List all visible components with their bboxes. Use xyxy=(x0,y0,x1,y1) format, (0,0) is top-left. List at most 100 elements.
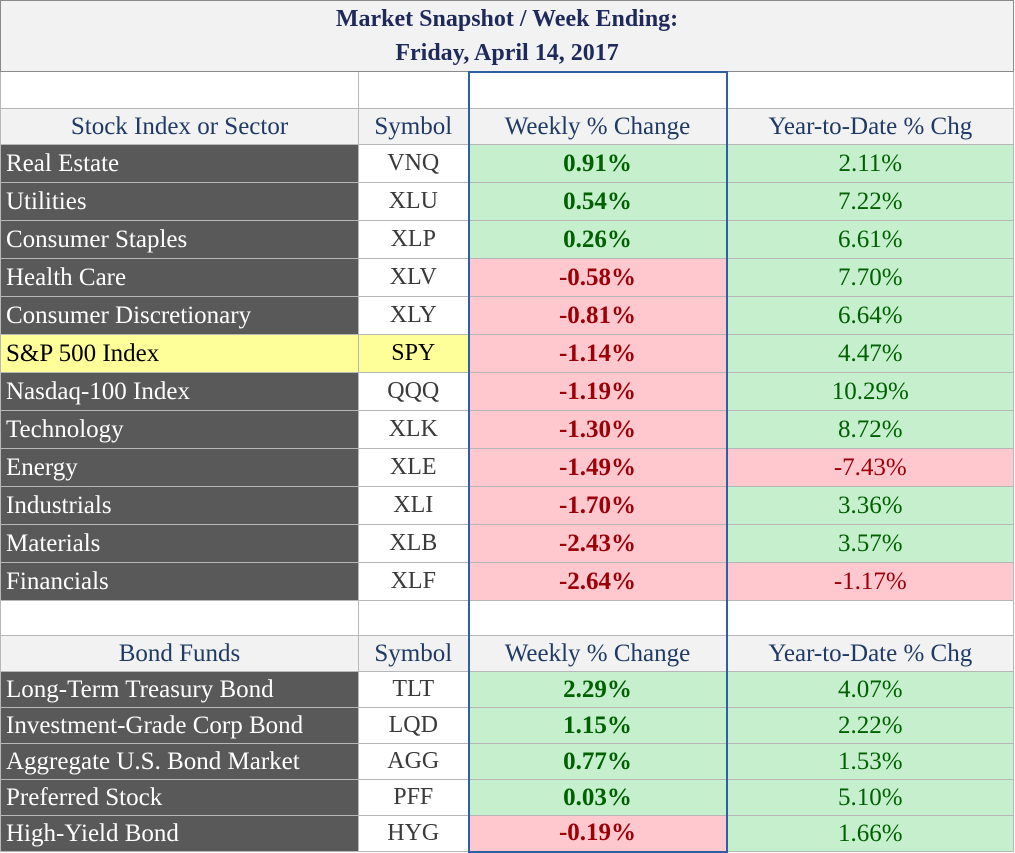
row-symbol: QQQ xyxy=(358,372,469,411)
row-weekly-change: -2.64% xyxy=(467,562,728,601)
table-row: Consumer Discretionary XLY -0.81% 6.64% xyxy=(0,296,1015,335)
empty-cell xyxy=(725,600,1015,636)
row-weekly-change: -0.81% xyxy=(467,296,728,335)
table-row: Materials XLB -2.43% 3.57% xyxy=(0,524,1015,563)
table-row: High-Yield Bond HYG -0.19% 1.66% xyxy=(0,815,1015,853)
row-ytd-change: 8.72% xyxy=(725,410,1015,449)
row-symbol: XLU xyxy=(358,182,469,221)
row-symbol: TLT xyxy=(358,671,469,708)
row-name: Energy xyxy=(0,448,359,487)
row-ytd-change: 6.61% xyxy=(725,220,1015,259)
row-name: Consumer Discretionary xyxy=(0,296,359,335)
row-name: Long-Term Treasury Bond xyxy=(0,671,359,708)
table-row: Health Care XLV -0.58% 7.70% xyxy=(0,258,1015,297)
row-ytd-change: 5.10% xyxy=(725,779,1015,816)
row-name: Aggregate U.S. Bond Market xyxy=(0,743,359,780)
table-row: Financials XLF -2.64% -1.17% xyxy=(0,562,1015,601)
table-row: Real Estate VNQ 0.91% 2.11% xyxy=(0,144,1015,183)
row-weekly-change: -0.19% xyxy=(467,815,728,853)
row-weekly-change: -1.19% xyxy=(467,372,728,411)
bond-header-row: Bond Funds Symbol Weekly % Change Year-t… xyxy=(0,635,1015,672)
row-weekly-change: 1.15% xyxy=(467,707,728,744)
row-ytd-change: 2.11% xyxy=(725,144,1015,183)
row-symbol: LQD xyxy=(358,707,469,744)
row-name: Industrials xyxy=(0,486,359,525)
row-weekly-change: -1.14% xyxy=(467,334,728,373)
row-weekly-change: 0.91% xyxy=(467,144,728,183)
row-ytd-change: 7.22% xyxy=(725,182,1015,221)
row-weekly-change: 2.29% xyxy=(467,671,728,708)
blank-row xyxy=(0,600,1015,636)
column-header-name: Stock Index or Sector xyxy=(0,108,359,145)
row-symbol: VNQ xyxy=(358,144,469,183)
row-ytd-change: 1.66% xyxy=(725,815,1015,852)
row-ytd-change: 4.47% xyxy=(725,334,1015,373)
column-header-weekly: Weekly % Change xyxy=(467,635,728,672)
row-ytd-change: 1.53% xyxy=(725,743,1015,780)
table-row: Consumer Staples XLP 0.26% 6.61% xyxy=(0,220,1015,259)
row-name: Real Estate xyxy=(0,144,359,183)
row-symbol: AGG xyxy=(358,743,469,780)
row-weekly-change: -0.58% xyxy=(467,258,728,297)
row-name: Financials xyxy=(0,562,359,601)
row-weekly-change: -1.49% xyxy=(467,448,728,487)
row-weekly-change: 0.03% xyxy=(467,779,728,816)
row-weekly-change: 0.26% xyxy=(467,220,728,259)
empty-cell xyxy=(467,70,728,109)
table-row: Industrials XLI -1.70% 3.36% xyxy=(0,486,1015,525)
row-ytd-change: 6.64% xyxy=(725,296,1015,335)
blank-row xyxy=(0,70,1015,109)
table-row: Long-Term Treasury Bond TLT 2.29% 4.07% xyxy=(0,671,1015,708)
column-header-weekly: Weekly % Change xyxy=(467,108,728,145)
empty-cell xyxy=(0,600,359,636)
table-row: Utilities XLU 0.54% 7.22% xyxy=(0,182,1015,221)
row-weekly-change: -1.30% xyxy=(467,410,728,449)
row-symbol: XLV xyxy=(358,258,469,297)
empty-cell xyxy=(0,71,359,109)
column-header-name: Bond Funds xyxy=(0,635,359,672)
row-name: Technology xyxy=(0,410,359,449)
row-name: Utilities xyxy=(0,182,359,221)
row-symbol: XLB xyxy=(358,524,469,563)
empty-cell xyxy=(467,600,728,636)
row-symbol: XLE xyxy=(358,448,469,487)
table-row: Preferred Stock PFF 0.03% 5.10% xyxy=(0,779,1015,816)
title-line-2: Friday, April 14, 2017 xyxy=(395,39,619,66)
row-symbol: PFF xyxy=(358,779,469,816)
row-symbol: XLP xyxy=(358,220,469,259)
row-ytd-change: 10.29% xyxy=(725,372,1015,411)
row-name: High-Yield Bond xyxy=(0,815,359,852)
column-header-symbol: Symbol xyxy=(358,635,469,672)
table-row: Energy XLE -1.49% -7.43% xyxy=(0,448,1015,487)
row-ytd-change: 7.70% xyxy=(725,258,1015,297)
table-row: Nasdaq-100 Index QQQ -1.19% 10.29% xyxy=(0,372,1015,411)
row-name: Nasdaq-100 Index xyxy=(0,372,359,411)
column-header-ytd: Year-to-Date % Chg xyxy=(725,635,1015,672)
page-title: Market Snapshot / Week Ending: Friday, A… xyxy=(0,0,1015,72)
row-symbol: SPY xyxy=(358,334,469,373)
stock-header-row: Stock Index or Sector Symbol Weekly % Ch… xyxy=(0,108,1015,145)
row-ytd-change: 4.07% xyxy=(725,671,1015,708)
row-weekly-change: 0.77% xyxy=(467,743,728,780)
empty-cell xyxy=(358,600,469,636)
row-ytd-change: -7.43% xyxy=(725,448,1015,487)
row-symbol: HYG xyxy=(358,815,469,852)
row-weekly-change: -1.70% xyxy=(467,486,728,525)
row-name: Preferred Stock xyxy=(0,779,359,816)
row-symbol: XLY xyxy=(358,296,469,335)
row-ytd-change: 2.22% xyxy=(725,707,1015,744)
row-ytd-change: 3.36% xyxy=(725,486,1015,525)
row-weekly-change: 0.54% xyxy=(467,182,728,221)
table-row: Aggregate U.S. Bond Market AGG 0.77% 1.5… xyxy=(0,743,1015,780)
row-ytd-change: 3.57% xyxy=(725,524,1015,563)
row-name: Health Care xyxy=(0,258,359,297)
row-symbol: XLF xyxy=(358,562,469,601)
column-header-ytd: Year-to-Date % Chg xyxy=(725,108,1015,145)
empty-cell xyxy=(725,71,1015,109)
row-symbol: XLI xyxy=(358,486,469,525)
row-name: Investment-Grade Corp Bond xyxy=(0,707,359,744)
table-row: Investment-Grade Corp Bond LQD 1.15% 2.2… xyxy=(0,707,1015,744)
empty-cell xyxy=(358,71,469,109)
